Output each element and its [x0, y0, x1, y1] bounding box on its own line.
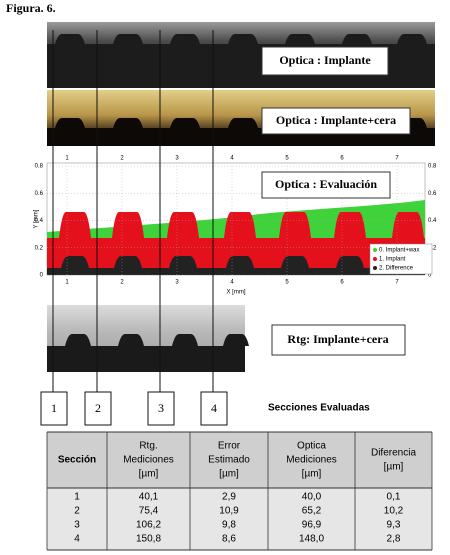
- x-tick-label: 3: [175, 156, 179, 162]
- y-tick-label: 0.4: [35, 218, 44, 224]
- x-tick-label: 3: [175, 280, 179, 286]
- table-cell: 2,8: [387, 534, 401, 545]
- section-number: 4: [211, 401, 217, 415]
- section-number: 2: [95, 401, 101, 415]
- table-header-bg: [47, 432, 432, 488]
- y-tick-label: 0: [428, 273, 432, 279]
- sections-caption: Secciones Evaluadas: [268, 403, 370, 414]
- legend-label: 2. Difference: [379, 266, 414, 272]
- panel-label-box: [261, 107, 411, 135]
- table-cell: 75,4: [139, 506, 159, 517]
- table-cell: 150,8: [136, 534, 161, 545]
- table-cell: 9,3: [387, 520, 401, 531]
- table-cell: 4: [74, 534, 80, 545]
- x-tick-label: 2: [120, 156, 124, 162]
- legend-swatch: [373, 257, 377, 261]
- section-box: [147, 391, 175, 426]
- x-tick-label: 4: [230, 156, 234, 162]
- table-cell: 2,9: [222, 492, 236, 503]
- x-tick-label: 6: [340, 280, 344, 286]
- table-header: Estimado: [208, 455, 250, 466]
- x-tick-label: 1: [65, 156, 69, 162]
- table-cell: 8,6: [222, 534, 236, 545]
- y-tick-label: 0.8: [428, 164, 437, 170]
- table-cell: 106,2: [136, 520, 161, 531]
- x-tick-label: 2: [120, 280, 124, 286]
- panel-label: Optica : Implante: [279, 53, 371, 67]
- legend-label: 1. Implant: [379, 257, 406, 263]
- section-number: 1: [51, 401, 57, 415]
- x-tick-label: 5: [285, 156, 289, 162]
- y-tick-label: 0.6: [428, 191, 437, 197]
- x-tick-label: 1: [65, 280, 69, 286]
- y-tick-label: 0: [40, 273, 44, 279]
- table-cell: 3: [74, 520, 80, 531]
- table-header: [µm]: [384, 462, 404, 473]
- table-header: Error: [218, 441, 241, 452]
- table-header: Mediciones: [123, 455, 174, 466]
- x-tick-label: 7: [395, 156, 399, 162]
- x-tick-label: 6: [340, 156, 344, 162]
- table-cell: 0,1: [387, 492, 401, 503]
- legend-swatch: [373, 266, 377, 270]
- implant-silhouette: [47, 118, 435, 146]
- legend-box: [369, 243, 433, 275]
- panel-label-box: [271, 324, 406, 356]
- table-cell: 40,1: [139, 492, 159, 503]
- table-body-bg: [47, 488, 432, 550]
- y-tick-label: 0.2: [35, 245, 44, 251]
- table-cell: 2: [74, 506, 80, 517]
- table-header: [µm]: [219, 469, 239, 480]
- section-box: [40, 391, 68, 426]
- table-cell: 10,9: [219, 506, 239, 517]
- table-header: Diferencia: [371, 448, 416, 459]
- x-tick-label: 7: [395, 280, 399, 286]
- y-tick-label: 0.4: [428, 218, 437, 224]
- y-tick-label: 0.8: [35, 164, 44, 170]
- y-axis-label: Y [mm]: [34, 209, 40, 228]
- table-header: [µm]: [302, 469, 322, 480]
- table-cell: 1: [74, 492, 80, 503]
- table-cell: 65,2: [302, 506, 322, 517]
- y-tick-label: 0.6: [35, 191, 44, 197]
- y-tick-label: 0.2: [428, 245, 437, 251]
- legend-swatch: [373, 248, 377, 252]
- panel-label: Optica : Implante+cera: [276, 113, 396, 127]
- area-implant: [47, 212, 425, 275]
- table-cell: 96,9: [302, 520, 322, 531]
- section-box: [84, 391, 112, 426]
- table-header: Rtg.: [139, 441, 157, 452]
- section-number: 3: [158, 401, 164, 415]
- table-cell: 40,0: [302, 492, 322, 503]
- panel-label: Optica : Evaluación: [275, 177, 377, 191]
- table-header: Optica: [297, 441, 326, 452]
- x-tick-label: 5: [285, 280, 289, 286]
- figure-label: Figura. 6.: [6, 1, 56, 15]
- table-header: Mediciones: [286, 455, 337, 466]
- table-header: [µm]: [139, 469, 159, 480]
- area-difference: [47, 256, 425, 275]
- x-axis-label: X [mm]: [227, 290, 246, 296]
- panel-label-box: [261, 46, 389, 76]
- table-cell: 9,8: [222, 520, 236, 531]
- panel-label: Rtg: Implante+cera: [287, 332, 388, 346]
- x-tick-label: 4: [230, 280, 234, 286]
- section-box: [200, 391, 228, 426]
- table-header: Sección: [58, 455, 96, 466]
- table-cell: 148,0: [299, 534, 324, 545]
- panel-label-box: [261, 171, 391, 199]
- table-cell: 10,2: [384, 506, 404, 517]
- legend-label: 0. Implant+wax: [379, 248, 420, 254]
